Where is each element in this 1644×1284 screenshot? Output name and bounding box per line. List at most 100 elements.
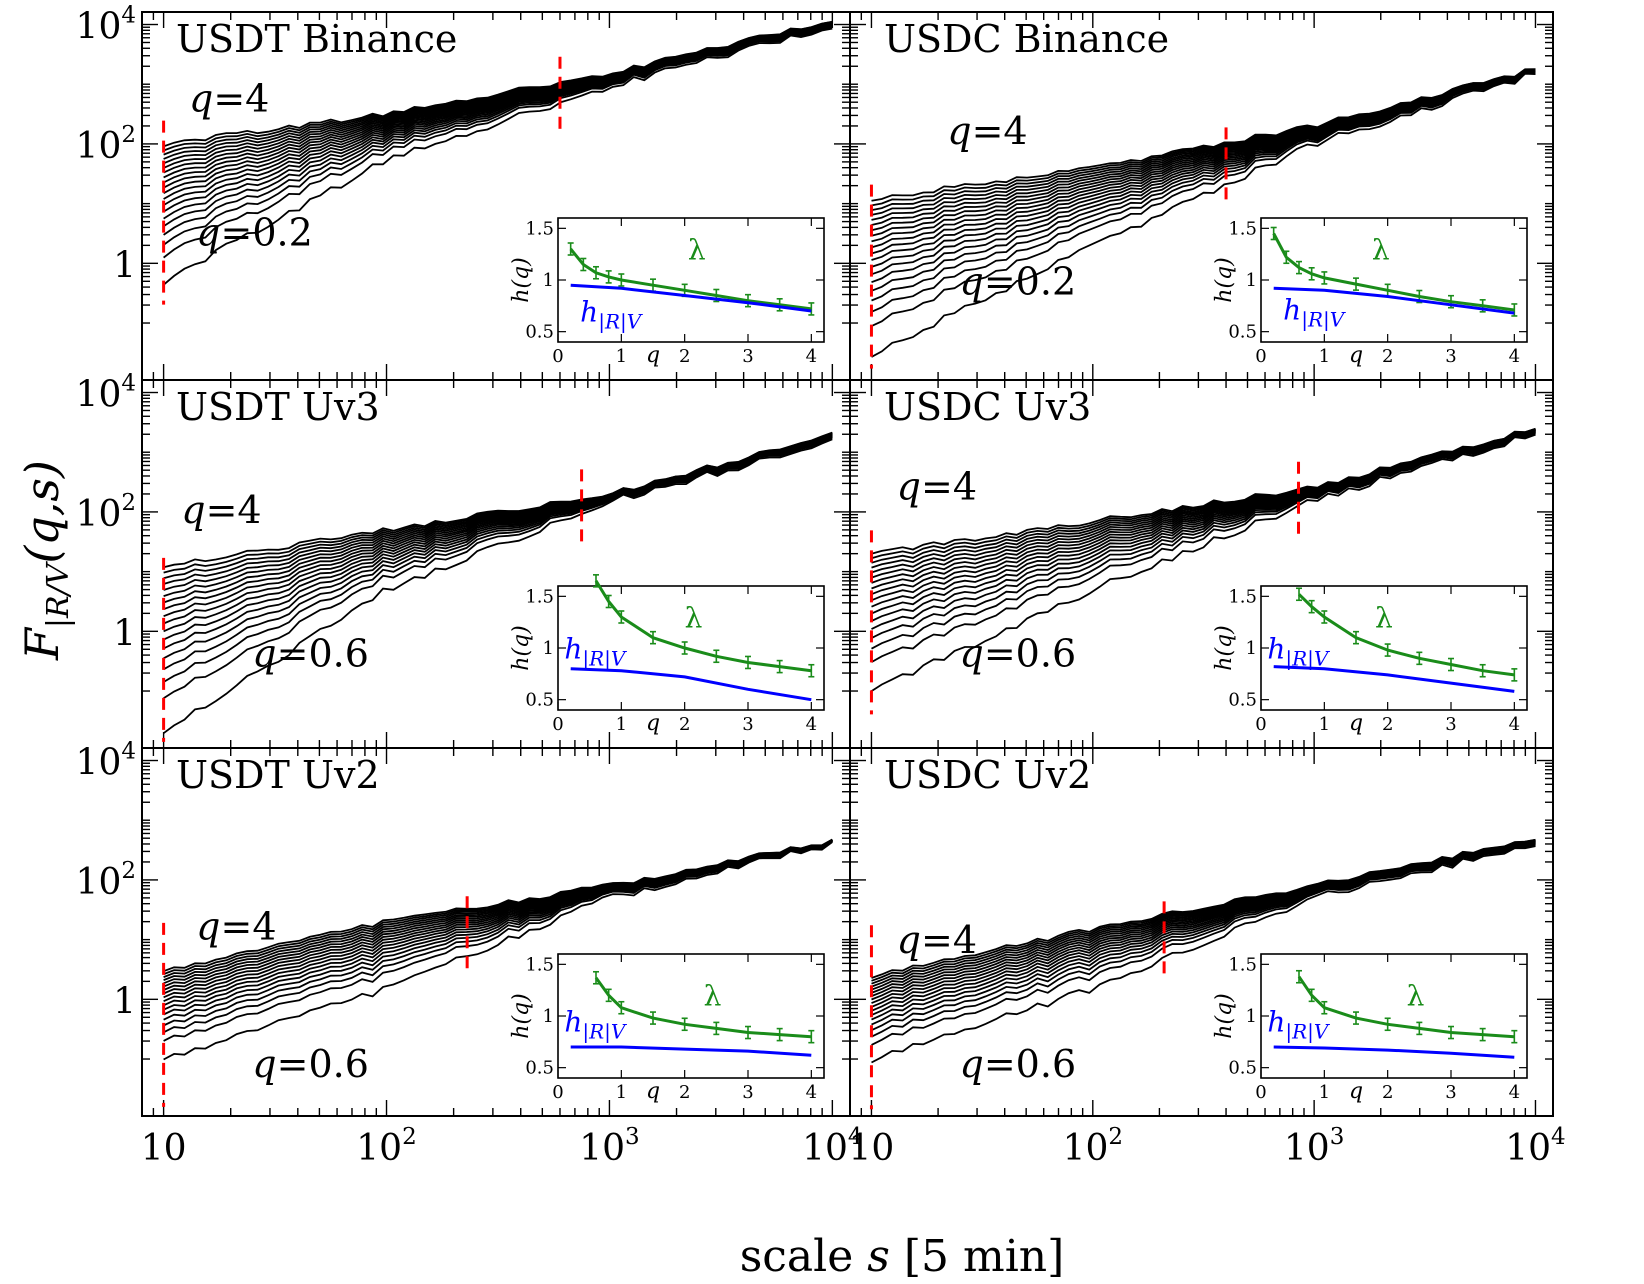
- q-annotation: q=4: [181, 488, 261, 532]
- inset-frame: [1260, 217, 1528, 343]
- panel-title: USDT Binance: [176, 17, 457, 61]
- y-tick-label: 104: [76, 739, 136, 784]
- inset-x-tick-label: 3: [1445, 714, 1456, 735]
- inset-x-label: q: [646, 1079, 660, 1104]
- inset-x-tick-label: 1: [616, 346, 627, 367]
- q-annotation: q=0.6: [252, 1042, 369, 1086]
- inset-x-tick-label: 0: [1255, 346, 1266, 367]
- y-tick-label-base: 10: [76, 743, 122, 784]
- inset-y-tick-label: 1: [1246, 270, 1257, 291]
- inset-x-tick-label: 1: [616, 1082, 627, 1103]
- inset-y-tick-label: 0.5: [525, 1058, 554, 1079]
- inset-x-tick-label: 2: [679, 1082, 690, 1103]
- y-axis-label: F|R/V(q,s): [15, 460, 76, 661]
- h-label: h|R|V: [564, 1006, 628, 1045]
- fluctuation-curves-5: [871, 838, 1536, 1064]
- inset-2: 0 1 2 3 4 0.5 1 1.5 q h(q) λ h|R|V: [509, 574, 825, 736]
- lambda-label: λ: [688, 233, 706, 266]
- x-ticks-0: [141, 12, 834, 380]
- x-tick-label: 104: [802, 1124, 862, 1169]
- h-label-sub: |R|V: [582, 646, 628, 671]
- inset-x-tick-label: 2: [679, 714, 690, 735]
- inset-x-tick-label: 4: [1509, 346, 1520, 367]
- q-annotation-value: =0.6: [984, 1042, 1076, 1086]
- q-annotation-value: =0.2: [984, 260, 1076, 304]
- h-label-sub: |R|V: [1285, 1020, 1331, 1045]
- inset-y-tick-label: 0.5: [1228, 690, 1257, 711]
- y-ticks-3: [850, 391, 1553, 692]
- inset-x-tick-label: 3: [742, 346, 753, 367]
- q-annotation-value: =4: [206, 488, 262, 532]
- inset-x-tick-label: 0: [1255, 714, 1266, 735]
- inset-x-tick-label: 0: [1255, 1082, 1266, 1103]
- x-axis-label: scale s [5 min]: [740, 1231, 1065, 1282]
- q-annotation-var: q: [897, 465, 921, 509]
- inset-x-tick-label: 0: [552, 714, 563, 735]
- y-tick-label-exp: 2: [121, 122, 136, 148]
- inset-y-tick-label: 0.5: [525, 690, 554, 711]
- inset-y-tick-label: 1: [543, 638, 554, 659]
- fluctuation-curve-q0.2: [163, 27, 833, 286]
- h-curve: [570, 667, 812, 702]
- q-annotation-value: =4: [221, 905, 277, 949]
- fluctuation-curve-q4.0: [871, 68, 1536, 202]
- inset-0: 0 1 2 3 4 0.5 1 1.5 q h(q) λ h|R|V: [509, 217, 825, 368]
- panel-title: USDT Uv3: [176, 385, 380, 429]
- inset-x-label: q: [1349, 1079, 1363, 1104]
- inset-x-tick-label: 0: [552, 1082, 563, 1103]
- panel-title: USDT Uv2: [176, 753, 380, 797]
- h-label: h|R|V: [580, 295, 644, 334]
- lambda-label: λ: [1375, 601, 1393, 634]
- fluctuation-curve-q0.6: [871, 845, 1536, 1064]
- inset-y-tick-label: 0.5: [1228, 1058, 1257, 1079]
- y-tick-label: 102: [76, 858, 136, 903]
- y-tick-label-base: 10: [76, 494, 122, 535]
- inset-x-tick-label: 4: [806, 1082, 817, 1103]
- y-tick-label-exp: 2: [121, 490, 136, 516]
- fluctuation-curves-3: [871, 427, 1536, 692]
- h-curve: [1273, 286, 1515, 315]
- inset-x-label: q: [1349, 711, 1363, 736]
- x-tick-label-exp: 3: [1330, 1124, 1345, 1150]
- inset-y-tick-label: 1.5: [1228, 954, 1257, 975]
- y-tick-label: 104: [76, 3, 136, 48]
- q-annotation-var: q: [947, 109, 971, 153]
- fluctuation-curve-q3.4: [163, 432, 833, 585]
- h-curve: [1273, 665, 1515, 693]
- x-tick-label-exp: 2: [402, 1124, 417, 1150]
- fluctuation-curve-q0.6: [871, 433, 1536, 692]
- x-axis-label-var: s: [867, 1231, 890, 1282]
- q-annotation-value: =0.6: [277, 1042, 369, 1086]
- y-tick-label-exp: 2: [121, 858, 136, 884]
- inset-x-tick-label: 1: [1319, 1082, 1330, 1103]
- h-label-sub: |R|V: [1285, 646, 1331, 671]
- h-label: h|R|V: [1267, 1006, 1331, 1045]
- inset-y-label: h(q): [1212, 993, 1237, 1038]
- y-axis-label-sub: |R/V: [41, 560, 76, 628]
- inset-y-tick-label: 1: [1246, 638, 1257, 659]
- y-tick-label: 102: [76, 490, 136, 535]
- y-axis-label-main: F: [15, 626, 69, 661]
- y-tick-label: 104: [76, 371, 136, 416]
- inset-x-tick-label: 0: [552, 346, 563, 367]
- inset-y-tick-label: 1: [1246, 1006, 1257, 1027]
- inset-y-label: h(q): [509, 625, 534, 670]
- q-annotation-var: q: [252, 631, 276, 675]
- x-ticks-2: [141, 380, 834, 748]
- x-tick-label: 103: [579, 1124, 639, 1169]
- inset-x-label: q: [646, 711, 660, 736]
- inset-5: 0 1 2 3 4 0.5 1 1.5 q h(q) λ h|R|V: [1212, 953, 1528, 1104]
- q-annotation: q=0.6: [960, 1042, 1077, 1086]
- h-label-main: h: [564, 1006, 582, 1039]
- y-ticks-0: [142, 23, 850, 324]
- y-tick-label-exp: 4: [121, 3, 136, 29]
- q-annotation: q=4: [196, 905, 276, 949]
- lambda-label: λ: [704, 980, 722, 1013]
- q-annotation-value: =0.6: [984, 631, 1076, 675]
- h-label: h|R|V: [1283, 293, 1347, 332]
- fluctuation-curves-4: [163, 838, 833, 1061]
- inset-y-tick-label: 1.5: [525, 218, 554, 239]
